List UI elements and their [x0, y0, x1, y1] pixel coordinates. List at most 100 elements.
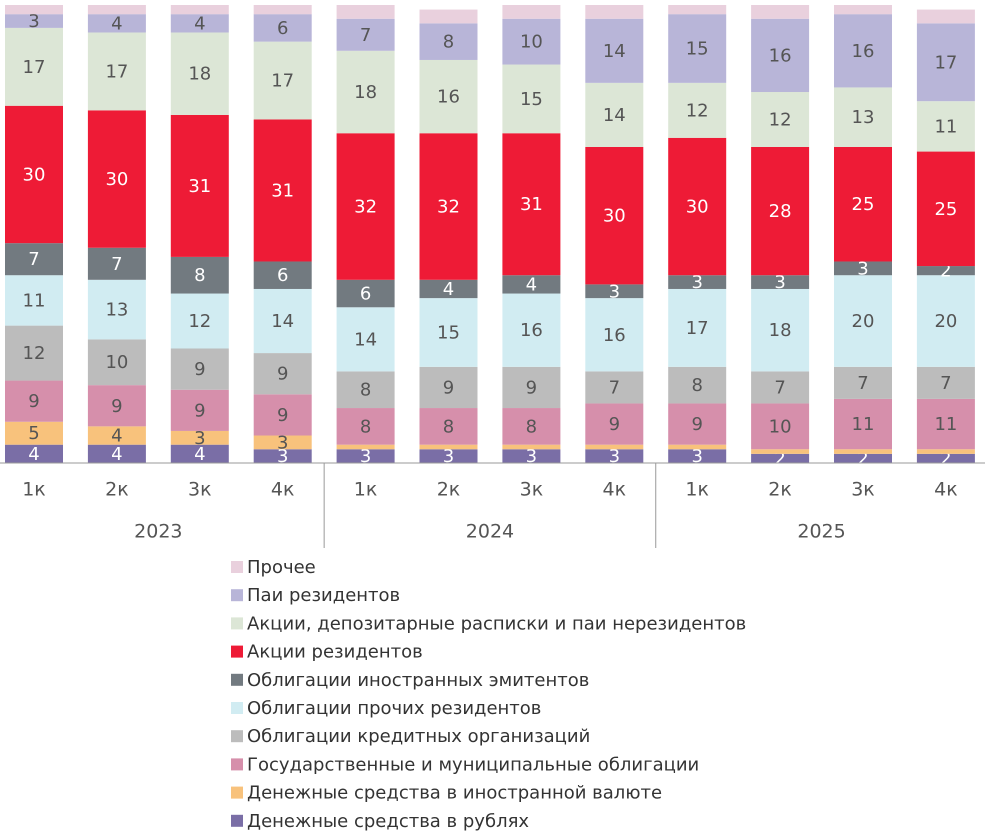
bar-segment [419, 444, 478, 450]
value-label: 9 [194, 400, 205, 421]
bar-segment [253, 394, 312, 436]
bar-segment [5, 325, 63, 381]
value-label: 7 [28, 249, 39, 270]
bar-segment [419, 408, 478, 445]
bar-segment [668, 137, 727, 276]
bar-segment [253, 449, 312, 463]
bar-segment [336, 444, 395, 450]
value-label: 15 [520, 89, 543, 110]
value-label: 5 [28, 423, 39, 444]
bar-segment [336, 279, 395, 308]
x-tick-label: 4к [603, 479, 627, 501]
value-label: 4 [194, 13, 205, 34]
value-label: 6 [277, 265, 288, 286]
value-label: 3 [609, 281, 620, 302]
bar-segment [834, 5, 892, 15]
x-tick-label: 1к [22, 479, 46, 501]
bar-segment [668, 403, 727, 445]
value-label: 14 [603, 41, 626, 62]
bar-segment [170, 389, 229, 431]
bar-segment [5, 243, 63, 276]
bar-segment [585, 82, 644, 147]
value-label: 7 [609, 377, 620, 398]
legend-swatch [231, 617, 243, 630]
bar-segment [751, 18, 810, 93]
value-label: 4 [111, 444, 122, 465]
bar-segment [668, 14, 727, 83]
value-label: 18 [769, 320, 792, 341]
bar-segment [834, 366, 892, 399]
value-label: 13 [852, 107, 875, 128]
value-label: 3 [443, 446, 454, 467]
bar-segment [419, 9, 478, 24]
bar-segment [419, 449, 478, 463]
bar-segment [916, 9, 975, 24]
bar-segment [502, 444, 561, 450]
bar-segment [5, 14, 63, 28]
bar-segment [585, 298, 644, 372]
value-label: 8 [443, 32, 454, 53]
legend-label: Государственные и муниципальные облигаци… [247, 754, 699, 775]
bar-segment [502, 18, 561, 65]
bar-segment [585, 284, 644, 299]
bar-segment [170, 114, 229, 257]
bar-segment [5, 5, 63, 15]
bar-segment [253, 261, 312, 289]
value-label: 18 [354, 82, 377, 103]
value-label: 32 [437, 197, 460, 218]
value-label: 8 [360, 380, 371, 401]
legend-label: Акции, депозитарные расписки и паи нерез… [247, 613, 746, 634]
bar-segment [336, 5, 395, 19]
value-label: 3 [277, 446, 288, 467]
value-label: 15 [686, 39, 709, 60]
legend-swatch [231, 758, 243, 771]
bar-segment [916, 453, 975, 463]
x-tick-label: 4к [934, 479, 958, 501]
legend-label: Прочее [247, 557, 316, 578]
bar-segment [834, 146, 892, 262]
value-label: 3 [774, 272, 785, 293]
bar-segment [916, 101, 975, 152]
legend-swatch [231, 645, 243, 658]
value-label: 7 [857, 373, 868, 394]
x-tick-label: 2к [105, 479, 129, 501]
value-label: 16 [520, 320, 543, 341]
bar-segment [253, 353, 312, 395]
value-label: 11 [23, 290, 46, 311]
value-label: 12 [686, 100, 709, 121]
bar-segment [87, 247, 146, 280]
bar-segment [502, 64, 561, 134]
value-label: 7 [774, 377, 785, 398]
bar-segment [419, 298, 478, 367]
bar-segment [668, 275, 727, 289]
legend-swatch [231, 730, 243, 743]
value-label: 11 [934, 414, 957, 435]
value-label: 9 [526, 377, 537, 398]
legend-swatch [231, 589, 243, 602]
x-tick-label: 4к [271, 479, 295, 501]
bar-segment [751, 92, 810, 147]
value-label: 12 [23, 343, 46, 364]
bar-segment [916, 23, 975, 102]
bar-segment [585, 371, 644, 404]
bar-segment [502, 275, 561, 294]
bar-segment [916, 151, 975, 267]
bar-segment [253, 5, 312, 15]
bar-segment [336, 371, 395, 409]
value-label: 18 [188, 64, 211, 85]
value-label: 12 [769, 110, 792, 131]
legend-swatch [231, 702, 243, 714]
value-label: 17 [23, 57, 46, 78]
legend-swatch [231, 673, 243, 686]
bar-segment [253, 288, 312, 354]
value-label: 31 [188, 176, 211, 197]
value-label: 9 [691, 414, 702, 435]
bar-segment [834, 453, 892, 463]
bar-segment [419, 366, 478, 409]
bar-segment [170, 256, 229, 294]
bar-segment [502, 408, 561, 445]
value-label: 7 [940, 373, 951, 394]
bar-segment [585, 444, 644, 450]
value-label: 6 [360, 284, 371, 305]
legend-label: Денежные средства в рублях [247, 811, 529, 832]
